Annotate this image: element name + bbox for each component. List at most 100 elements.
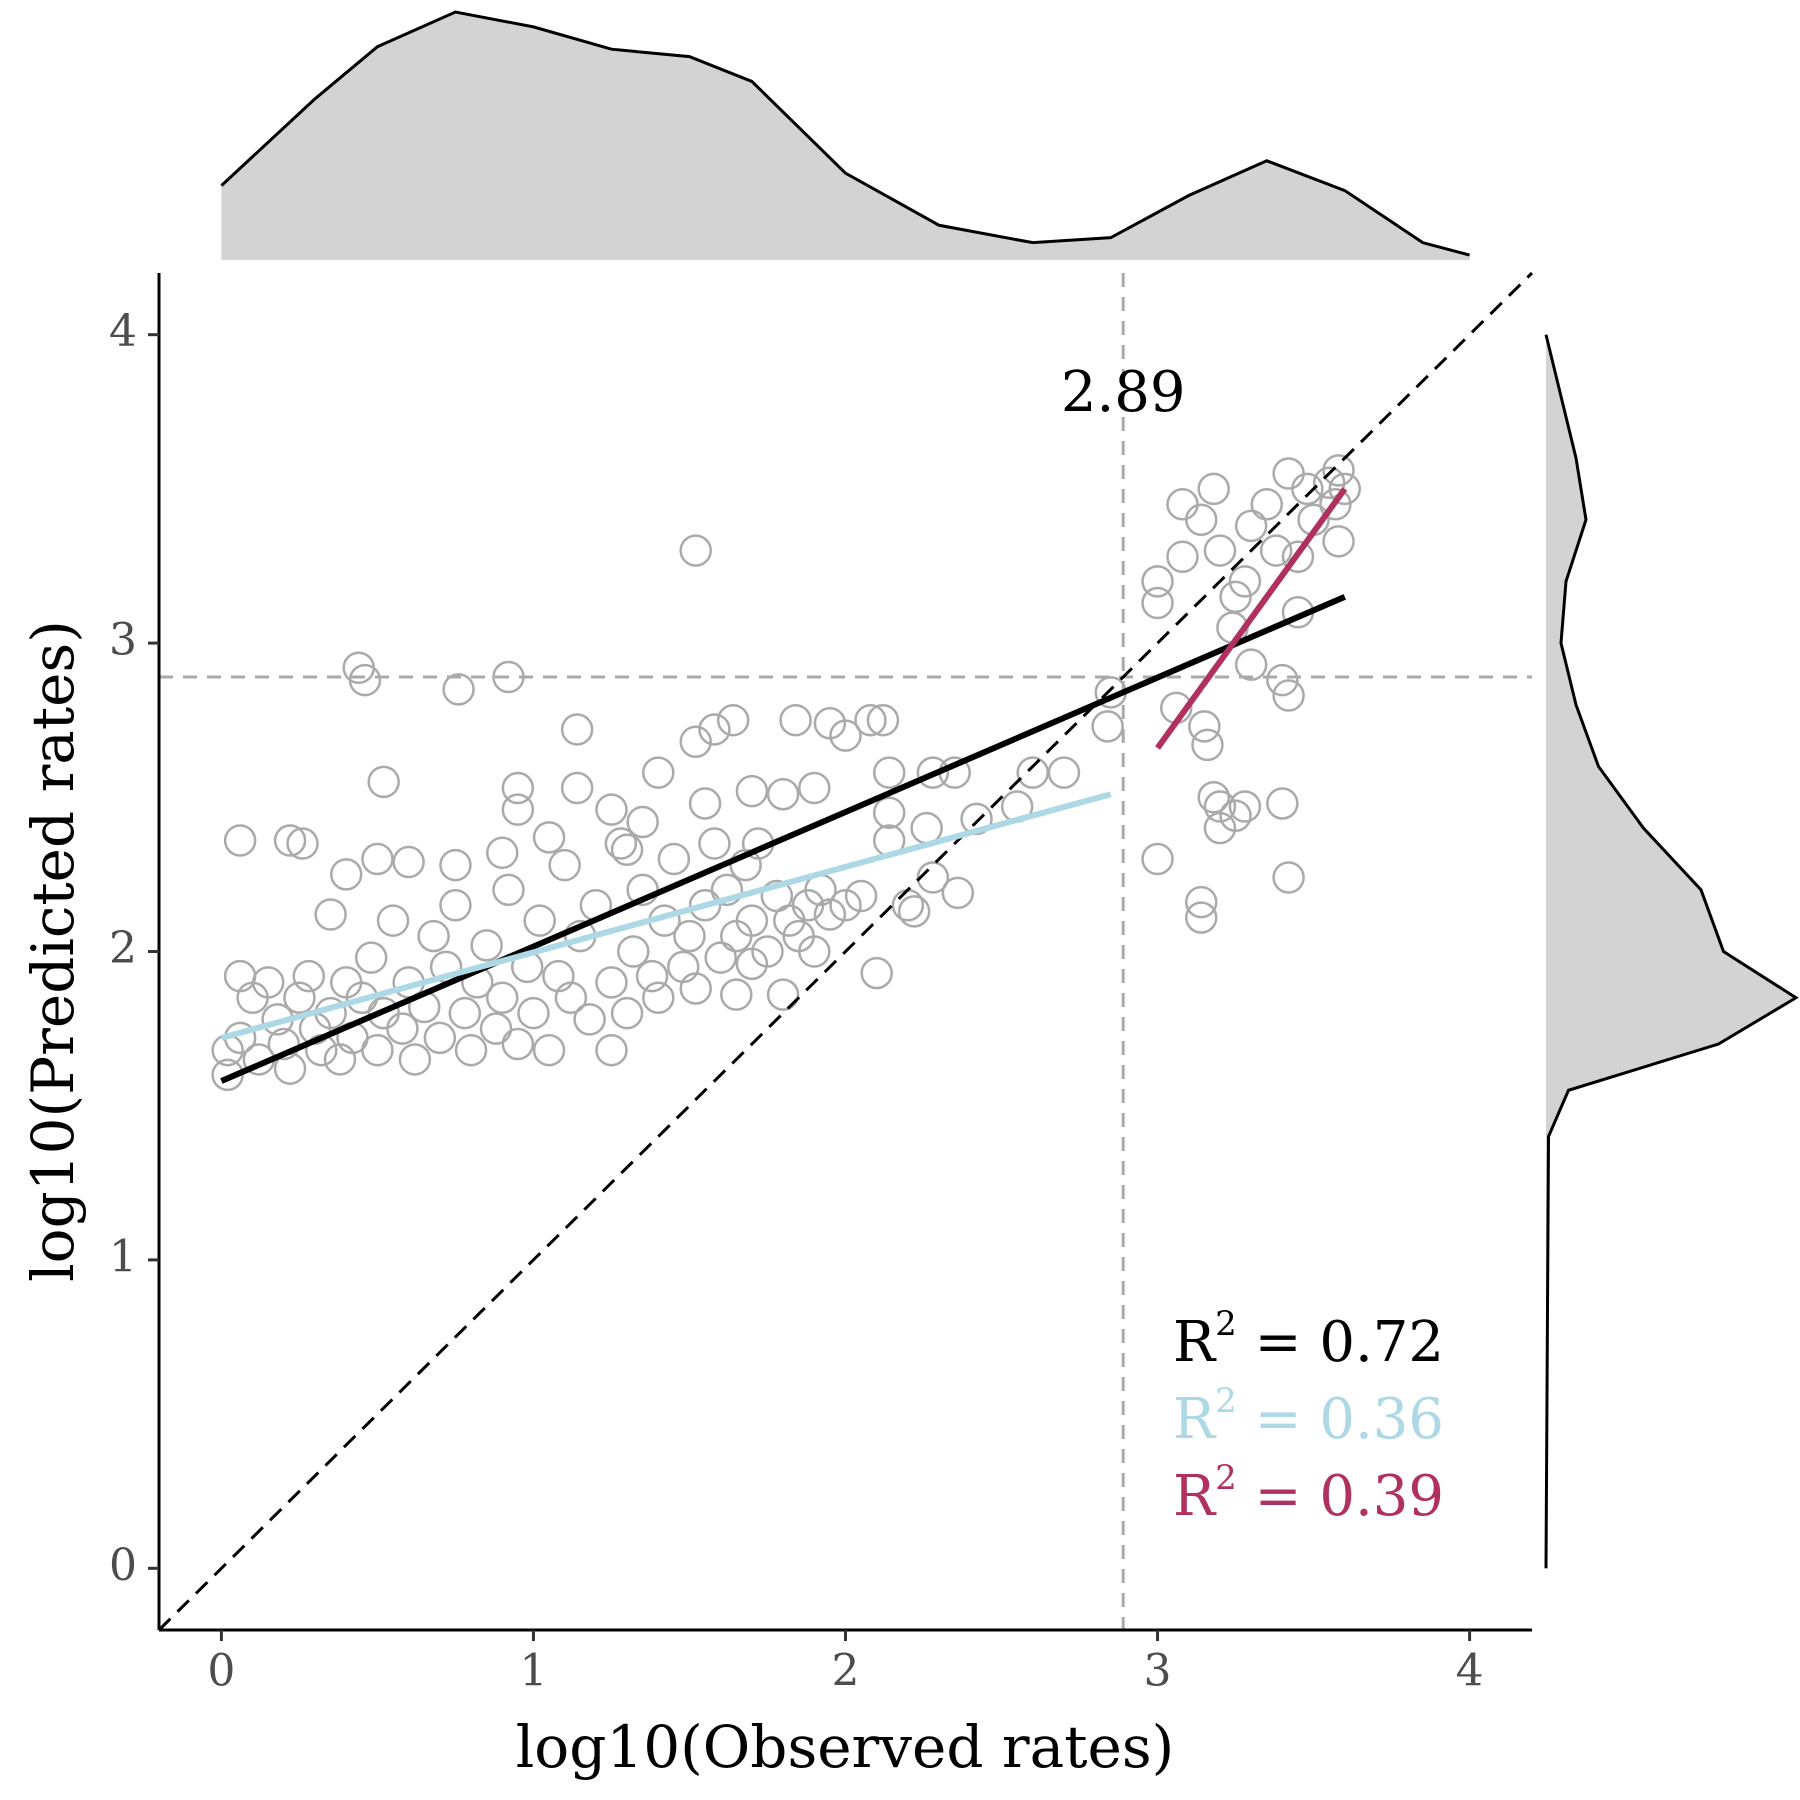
point bbox=[720, 978, 753, 1011]
point bbox=[813, 898, 847, 931]
point bbox=[448, 996, 482, 1030]
y-tick-label: 0 bbox=[109, 1540, 137, 1591]
point bbox=[1281, 540, 1315, 573]
fit-line bbox=[1155, 487, 1348, 750]
point bbox=[492, 660, 525, 694]
point bbox=[1141, 842, 1174, 876]
point bbox=[910, 811, 943, 845]
point bbox=[829, 888, 862, 922]
point bbox=[1234, 509, 1268, 543]
point bbox=[501, 1027, 535, 1061]
point bbox=[442, 673, 475, 706]
point bbox=[860, 956, 893, 990]
point bbox=[1197, 781, 1230, 814]
point bbox=[273, 824, 307, 857]
point bbox=[1188, 710, 1221, 743]
point bbox=[1016, 756, 1049, 789]
point bbox=[1319, 488, 1352, 521]
point bbox=[610, 833, 644, 866]
point bbox=[595, 966, 628, 999]
point bbox=[866, 703, 900, 737]
point bbox=[735, 904, 769, 937]
point bbox=[417, 919, 450, 953]
point bbox=[267, 1027, 301, 1061]
point bbox=[642, 981, 675, 1015]
point bbox=[486, 981, 519, 1015]
point bbox=[479, 1012, 513, 1045]
point bbox=[386, 1012, 419, 1045]
point bbox=[716, 703, 750, 737]
point bbox=[673, 919, 706, 953]
point bbox=[376, 904, 410, 937]
point bbox=[1184, 901, 1218, 934]
r2-base: R bbox=[1173, 1310, 1217, 1375]
point bbox=[610, 996, 644, 1030]
y-tick-label: 1 bbox=[109, 1231, 137, 1282]
point bbox=[1312, 466, 1346, 499]
point bbox=[323, 1043, 357, 1076]
ref-label: 2.89 bbox=[1061, 360, 1186, 425]
point bbox=[688, 888, 722, 922]
point bbox=[916, 861, 950, 894]
point bbox=[361, 842, 394, 876]
point bbox=[532, 1033, 566, 1067]
r2-text: = 0.72 bbox=[1237, 1310, 1444, 1375]
point bbox=[604, 827, 638, 860]
point bbox=[292, 959, 326, 993]
point bbox=[251, 966, 285, 999]
point bbox=[1322, 525, 1355, 558]
point bbox=[1091, 710, 1124, 743]
point bbox=[1141, 586, 1174, 620]
point bbox=[1047, 756, 1081, 789]
x-tick-label: 3 bbox=[1144, 1646, 1172, 1697]
point bbox=[517, 996, 550, 1030]
point bbox=[454, 1033, 488, 1067]
r2-sup: 2 bbox=[1215, 1381, 1237, 1421]
point bbox=[314, 898, 347, 931]
point bbox=[1250, 488, 1284, 521]
fit-line bbox=[220, 791, 1112, 1041]
x-tick-label: 1 bbox=[519, 1646, 547, 1697]
point bbox=[766, 777, 800, 811]
point bbox=[657, 842, 691, 876]
point bbox=[548, 848, 581, 882]
point bbox=[688, 787, 722, 820]
point bbox=[1166, 488, 1199, 521]
x-tick-label: 2 bbox=[832, 1646, 860, 1697]
point bbox=[554, 981, 588, 1015]
point bbox=[798, 771, 831, 805]
point bbox=[286, 827, 319, 860]
point bbox=[735, 774, 769, 808]
point bbox=[1272, 679, 1305, 712]
r2-text: = 0.36 bbox=[1237, 1387, 1444, 1452]
point bbox=[1166, 540, 1199, 573]
point bbox=[679, 534, 712, 567]
point bbox=[1272, 861, 1305, 894]
point bbox=[361, 1033, 394, 1067]
r2-base: R bbox=[1173, 1464, 1217, 1529]
point bbox=[1234, 648, 1268, 681]
point bbox=[1328, 472, 1362, 506]
point bbox=[329, 858, 363, 891]
point bbox=[1322, 454, 1355, 487]
point bbox=[941, 876, 975, 910]
point bbox=[348, 663, 382, 697]
r2-text: = 0.39 bbox=[1237, 1464, 1444, 1529]
y-tick-label: 4 bbox=[109, 306, 137, 357]
point bbox=[782, 919, 815, 953]
point bbox=[1228, 790, 1262, 823]
point bbox=[1203, 534, 1237, 567]
point bbox=[486, 836, 519, 870]
point bbox=[766, 978, 800, 1011]
point bbox=[1184, 503, 1218, 536]
point bbox=[916, 756, 950, 789]
point bbox=[542, 959, 575, 993]
point bbox=[1266, 787, 1299, 820]
point bbox=[283, 981, 316, 1015]
point bbox=[626, 805, 659, 839]
point bbox=[751, 935, 784, 968]
point bbox=[844, 879, 878, 913]
point bbox=[897, 895, 931, 928]
r2-base: R bbox=[1173, 1387, 1217, 1452]
